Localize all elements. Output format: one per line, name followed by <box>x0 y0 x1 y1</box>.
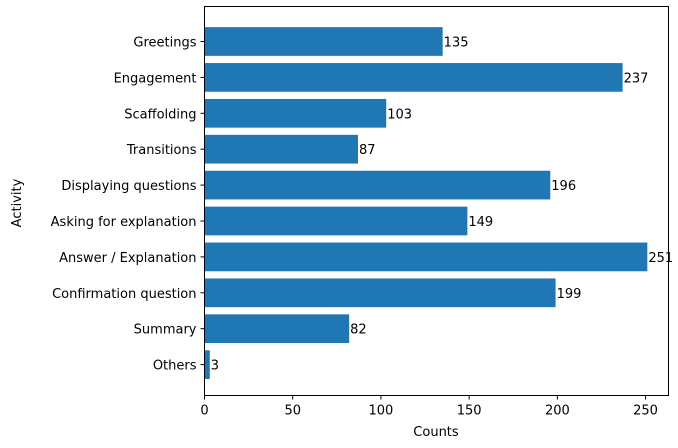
bar-value-label-9: 3 <box>211 359 219 374</box>
x-tick-label-2: 100 <box>369 404 394 419</box>
y-axis-title: Activity <box>10 178 25 227</box>
bar-value-label-8: 82 <box>350 323 367 338</box>
y-tick-label-0: Greetings <box>133 36 196 51</box>
bar-6 <box>204 242 648 272</box>
bar-value-label-7: 199 <box>557 287 582 302</box>
x-axis-ticks: 0 50 100 150 200 250 <box>200 395 658 419</box>
y-tick-label-4: Displaying questions <box>61 179 196 194</box>
y-tick-label-2: Scaffolding <box>124 107 196 122</box>
x-tick-label-4: 200 <box>545 404 570 419</box>
bar-8 <box>204 314 350 344</box>
bars-group <box>204 27 648 379</box>
bar-3 <box>204 134 358 164</box>
y-axis-ticks: Greetings Engagement Scaffolding Transition… <box>51 36 205 374</box>
bar-7 <box>204 278 556 308</box>
y-tick-label-5: Asking for explanation <box>51 215 197 230</box>
x-tick-label-3: 150 <box>457 404 482 419</box>
x-tick-label-1: 50 <box>284 404 301 419</box>
bar-value-label-5: 149 <box>468 215 493 230</box>
x-tick-label-0: 0 <box>200 404 208 419</box>
bar-2 <box>204 98 387 128</box>
bar-0 <box>204 27 443 56</box>
bar-value-label-3: 87 <box>359 143 376 158</box>
bar-1 <box>204 63 623 92</box>
bar-value-label-0: 135 <box>444 36 469 51</box>
bar-5 <box>204 206 468 236</box>
y-tick-label-6: Answer / Explanation <box>59 251 196 266</box>
bar-value-label-1: 237 <box>624 71 649 86</box>
bar-9 <box>204 350 210 379</box>
y-tick-label-9: Others <box>153 359 197 374</box>
bar-value-label-2: 103 <box>387 107 412 122</box>
x-tick-label-5: 250 <box>633 404 658 419</box>
y-tick-label-1: Engagement <box>114 71 197 86</box>
x-axis-title: Counts <box>413 425 459 440</box>
bar-4 <box>204 170 551 200</box>
bar-value-labels: 135 237 103 87 196 149 251 199 82 3 <box>211 36 673 374</box>
y-tick-label-8: Summary <box>134 323 197 338</box>
y-tick-label-7: Confirmation question <box>52 287 196 302</box>
plot-frame <box>204 6 669 396</box>
bar-value-label-4: 196 <box>551 179 576 194</box>
y-tick-label-3: Transitions <box>126 143 197 158</box>
bar-value-label-6: 251 <box>648 251 673 266</box>
